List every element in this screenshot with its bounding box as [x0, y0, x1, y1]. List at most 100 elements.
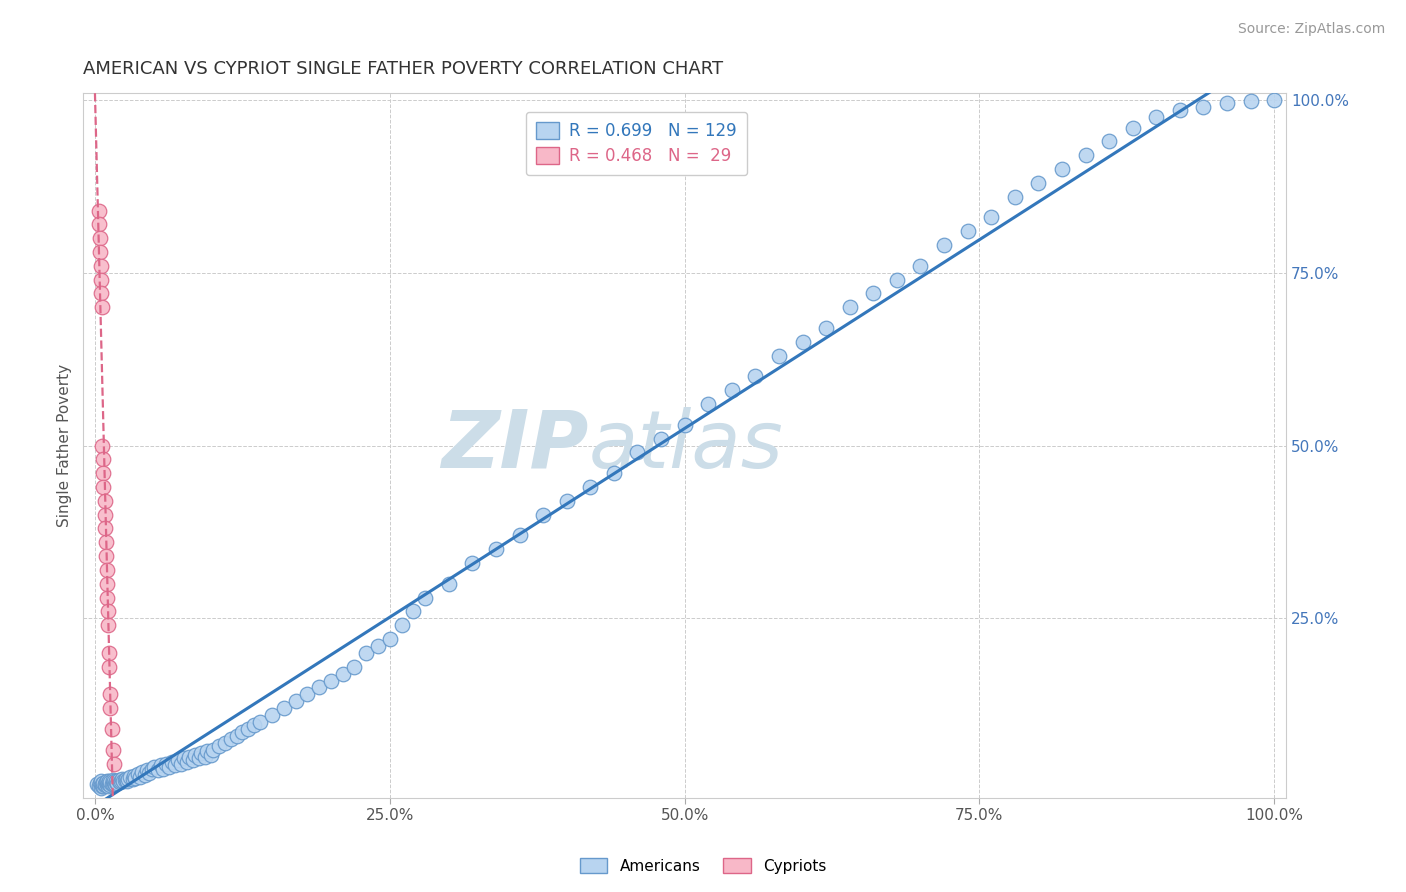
Point	[910, 259, 932, 273]
Point	[356, 646, 378, 660]
Point	[141, 762, 163, 776]
Point	[284, 694, 307, 708]
Point	[1098, 135, 1121, 149]
Point	[91, 776, 114, 790]
Point	[91, 779, 114, 793]
Point	[231, 725, 253, 739]
Point	[93, 776, 115, 790]
Point	[93, 521, 115, 535]
Point	[91, 466, 114, 480]
Point	[932, 238, 955, 252]
Point	[111, 772, 134, 787]
Point	[90, 273, 112, 287]
Point	[100, 775, 122, 789]
Point	[437, 576, 460, 591]
Point	[96, 777, 118, 791]
Point	[138, 766, 160, 780]
Point	[90, 259, 112, 273]
Point	[105, 775, 128, 789]
Point	[815, 321, 838, 335]
Point	[378, 632, 401, 646]
Point	[1074, 148, 1097, 162]
Y-axis label: Single Father Poverty: Single Father Poverty	[58, 364, 72, 527]
Point	[128, 770, 150, 784]
Point	[1216, 96, 1239, 111]
Point	[402, 604, 425, 618]
Point	[100, 687, 122, 701]
Point	[150, 757, 173, 772]
Point	[90, 780, 112, 795]
Point	[93, 493, 115, 508]
Point	[190, 746, 212, 760]
Point	[579, 480, 602, 494]
Point	[980, 211, 1002, 225]
Point	[93, 778, 115, 792]
Point	[170, 756, 193, 771]
Point	[1004, 190, 1026, 204]
Point	[238, 722, 260, 736]
Point	[461, 556, 484, 570]
Point	[94, 549, 117, 563]
Point	[391, 618, 413, 632]
Point	[838, 301, 860, 315]
Point	[720, 384, 742, 398]
Point	[1144, 110, 1167, 124]
Point	[98, 659, 121, 673]
Point	[297, 687, 319, 701]
Point	[555, 493, 578, 508]
Point	[103, 756, 125, 771]
Point	[152, 762, 174, 776]
Point	[86, 777, 108, 791]
Point	[97, 604, 120, 618]
Point	[91, 777, 114, 791]
Point	[91, 480, 114, 494]
Text: Source: ZipAtlas.com: Source: ZipAtlas.com	[1237, 22, 1385, 37]
Point	[650, 432, 672, 446]
Point	[956, 224, 979, 238]
Point	[107, 774, 129, 789]
Point	[201, 742, 224, 756]
Point	[117, 772, 139, 787]
Point	[89, 245, 111, 260]
Point	[225, 729, 247, 743]
Point	[367, 639, 389, 653]
Point	[862, 286, 884, 301]
Point	[1239, 95, 1261, 109]
Point	[531, 508, 554, 522]
Point	[214, 736, 236, 750]
Point	[184, 748, 207, 763]
Point	[114, 772, 136, 786]
Point	[100, 722, 122, 736]
Point	[89, 776, 111, 790]
Point	[176, 755, 198, 769]
Point	[124, 771, 146, 785]
Point	[103, 774, 125, 789]
Point	[97, 618, 120, 632]
Point	[87, 779, 110, 793]
Point	[90, 286, 112, 301]
Point	[219, 732, 242, 747]
Point	[146, 764, 169, 778]
Point	[90, 773, 112, 788]
Point	[93, 508, 115, 522]
Point	[319, 673, 342, 688]
Point	[101, 742, 124, 756]
Point	[792, 334, 814, 349]
Point	[343, 659, 366, 673]
Point	[673, 417, 696, 432]
Point	[160, 755, 183, 769]
Point	[121, 772, 143, 786]
Point	[120, 770, 142, 784]
Point	[886, 273, 908, 287]
Point	[107, 776, 129, 790]
Point	[91, 438, 114, 452]
Point	[115, 773, 138, 788]
Point	[1028, 176, 1050, 190]
Point	[509, 528, 531, 542]
Point	[166, 753, 188, 767]
Text: AMERICAN VS CYPRIOT SINGLE FATHER POVERTY CORRELATION CHART: AMERICAN VS CYPRIOT SINGLE FATHER POVERT…	[83, 60, 724, 78]
Point	[101, 773, 124, 788]
Point	[413, 591, 436, 605]
Point	[100, 701, 122, 715]
Point	[131, 764, 153, 779]
